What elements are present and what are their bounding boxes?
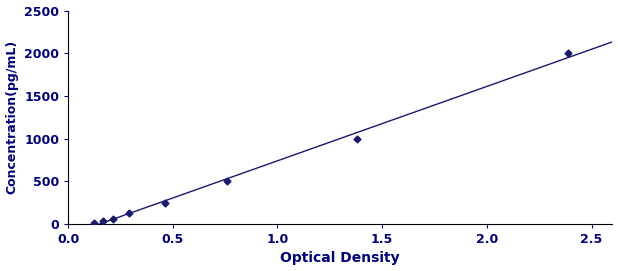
Y-axis label: Concentration(pg/mL): Concentration(pg/mL) <box>6 40 19 194</box>
X-axis label: Optical Density: Optical Density <box>281 251 400 265</box>
